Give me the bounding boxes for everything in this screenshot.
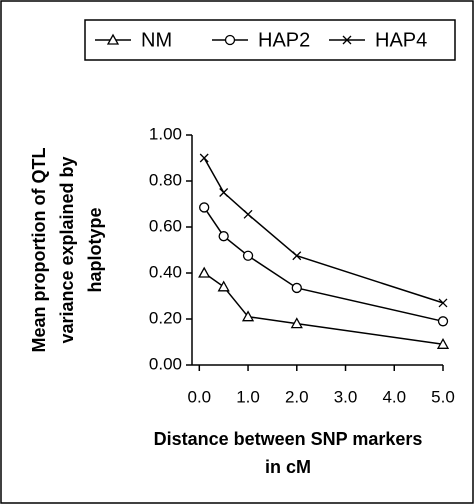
y-axis-label: haplotype (85, 207, 105, 292)
x-tick-label: 3.0 (334, 387, 358, 406)
x-axis-label: in cM (265, 457, 311, 477)
marker (290, 317, 303, 329)
marker (437, 316, 449, 327)
marker (219, 188, 229, 197)
y-tick-label: 0.00 (149, 354, 182, 373)
marker (199, 202, 210, 213)
legend-marker (224, 34, 236, 46)
x-tick-label: 5.0 (431, 387, 455, 406)
y-tick-label: 0.80 (149, 170, 182, 189)
y-axis-label: Mean proportion of QTL (29, 148, 49, 353)
legend-marker (106, 33, 120, 45)
legend-marker (342, 35, 352, 45)
marker (292, 251, 302, 261)
marker (242, 250, 254, 261)
x-tick-label: 4.0 (382, 387, 406, 406)
legend-box (84, 19, 456, 61)
marker (217, 280, 230, 292)
marker (291, 282, 302, 294)
marker (243, 209, 253, 219)
x-tick-label: 0.0 (187, 387, 211, 406)
y-axis-label: variance explained by (57, 156, 77, 343)
x-tick-label: 2.0 (285, 387, 309, 406)
marker (198, 266, 211, 278)
y-tick-label: 0.40 (149, 262, 182, 281)
legend-label: HAP4 (375, 29, 427, 51)
legend-label: NM (141, 29, 172, 51)
marker (241, 310, 255, 322)
x-axis-label: Distance between SNP markers (154, 429, 423, 449)
x-tick-label: 1.0 (236, 387, 260, 406)
marker (438, 298, 448, 308)
y-tick-label: 1.00 (149, 124, 182, 143)
legend-label: HAP2 (258, 29, 310, 51)
marker (199, 153, 209, 163)
y-tick-label: 0.60 (149, 216, 182, 235)
marker (218, 231, 229, 242)
y-tick-label: 0.20 (149, 308, 182, 327)
marker (436, 337, 450, 349)
